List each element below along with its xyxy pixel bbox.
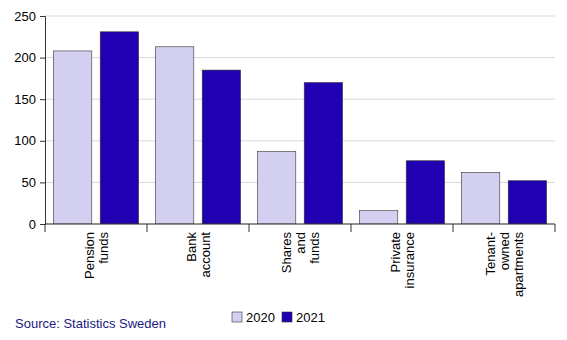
grid-line: [45, 224, 555, 225]
y-tick-label: 0: [29, 217, 36, 232]
x-axis: PensionfundsBankaccountSharesandfundsPri…: [45, 224, 555, 297]
bar: [155, 47, 193, 224]
bars: [53, 32, 546, 224]
y-axis-line: [40, 17, 46, 225]
x-tick-label-line: owned: [497, 232, 512, 270]
x-separator: [249, 224, 250, 232]
x-tick-label-line: funds: [307, 232, 322, 264]
x-tick-label: Pensionfunds: [82, 232, 111, 279]
y-tick: 100: [14, 133, 45, 148]
x-tick-label: Tenant-ownedapartments: [483, 232, 526, 298]
y-tick: 0: [29, 217, 45, 232]
legend-swatch: [282, 312, 292, 322]
y-tick: 200: [14, 50, 45, 65]
x-tick-label-line: Shares: [279, 232, 294, 274]
x-tick-label-line: Pension: [82, 232, 97, 279]
y-tick-mark: [40, 141, 45, 142]
grid-line: [45, 16, 555, 17]
x-separator: [453, 224, 454, 232]
x-tick-label-line: Bank: [184, 232, 199, 262]
bar: [406, 161, 444, 224]
x-tick-label-line: apartments: [511, 232, 526, 298]
bar: [359, 211, 397, 224]
x-tick-label: Bankaccount: [184, 232, 213, 278]
legend-item: 2021: [282, 310, 325, 325]
x-tick-label: Sharesandfunds: [279, 232, 322, 274]
y-tick-mark: [40, 182, 45, 183]
bar: [257, 152, 295, 224]
bar: [461, 172, 499, 224]
plot: 050100150200250PensionfundsBankaccountSh…: [14, 9, 555, 297]
y-tick-label: 100: [14, 133, 36, 148]
y-tick-label: 150: [14, 92, 36, 107]
y-axis: 0 50 100 150 200 250: [14, 9, 45, 232]
bar: [202, 70, 240, 224]
y-tick-mark: [40, 99, 45, 100]
y-tick-label: 250: [14, 9, 36, 24]
bar: [53, 51, 91, 224]
x-tick-label-line: and: [293, 232, 308, 254]
x-tick-label-line: Private: [388, 232, 403, 272]
x-tick-label-line: Tenant-: [483, 232, 498, 275]
y-tick-mark: [40, 224, 45, 225]
chart: 050100150200250PensionfundsBankaccountSh…: [0, 0, 567, 340]
bar: [100, 32, 138, 224]
y-tick: 250: [14, 9, 45, 24]
x-separator: [351, 224, 352, 232]
x-separator: [147, 224, 148, 232]
y-tick-label: 200: [14, 50, 36, 65]
x-separator: [45, 224, 46, 232]
x-separator: [555, 224, 556, 232]
y-tick-label: 50: [22, 175, 36, 190]
legend-item: 2020: [232, 310, 275, 325]
y-tick: 150: [14, 92, 45, 107]
bar: [304, 83, 342, 224]
x-tick-label: Privateinsurance: [388, 232, 417, 288]
y-tick: 50: [22, 175, 45, 190]
legend-label: 2020: [246, 310, 275, 325]
legend-label: 2021: [296, 310, 325, 325]
x-tick-label-line: account: [198, 232, 213, 278]
bar: [508, 181, 546, 224]
source: Source: Statistics Sweden: [15, 316, 166, 331]
x-axis-line: [45, 224, 555, 225]
legend: 2020 2021: [232, 310, 325, 325]
y-tick-mark: [40, 58, 45, 59]
x-tick-label-line: insurance: [402, 232, 417, 288]
legend-swatch: [232, 312, 242, 322]
y-tick-mark: [40, 16, 45, 17]
x-tick-label-line: funds: [96, 232, 111, 264]
grid: [45, 16, 555, 224]
